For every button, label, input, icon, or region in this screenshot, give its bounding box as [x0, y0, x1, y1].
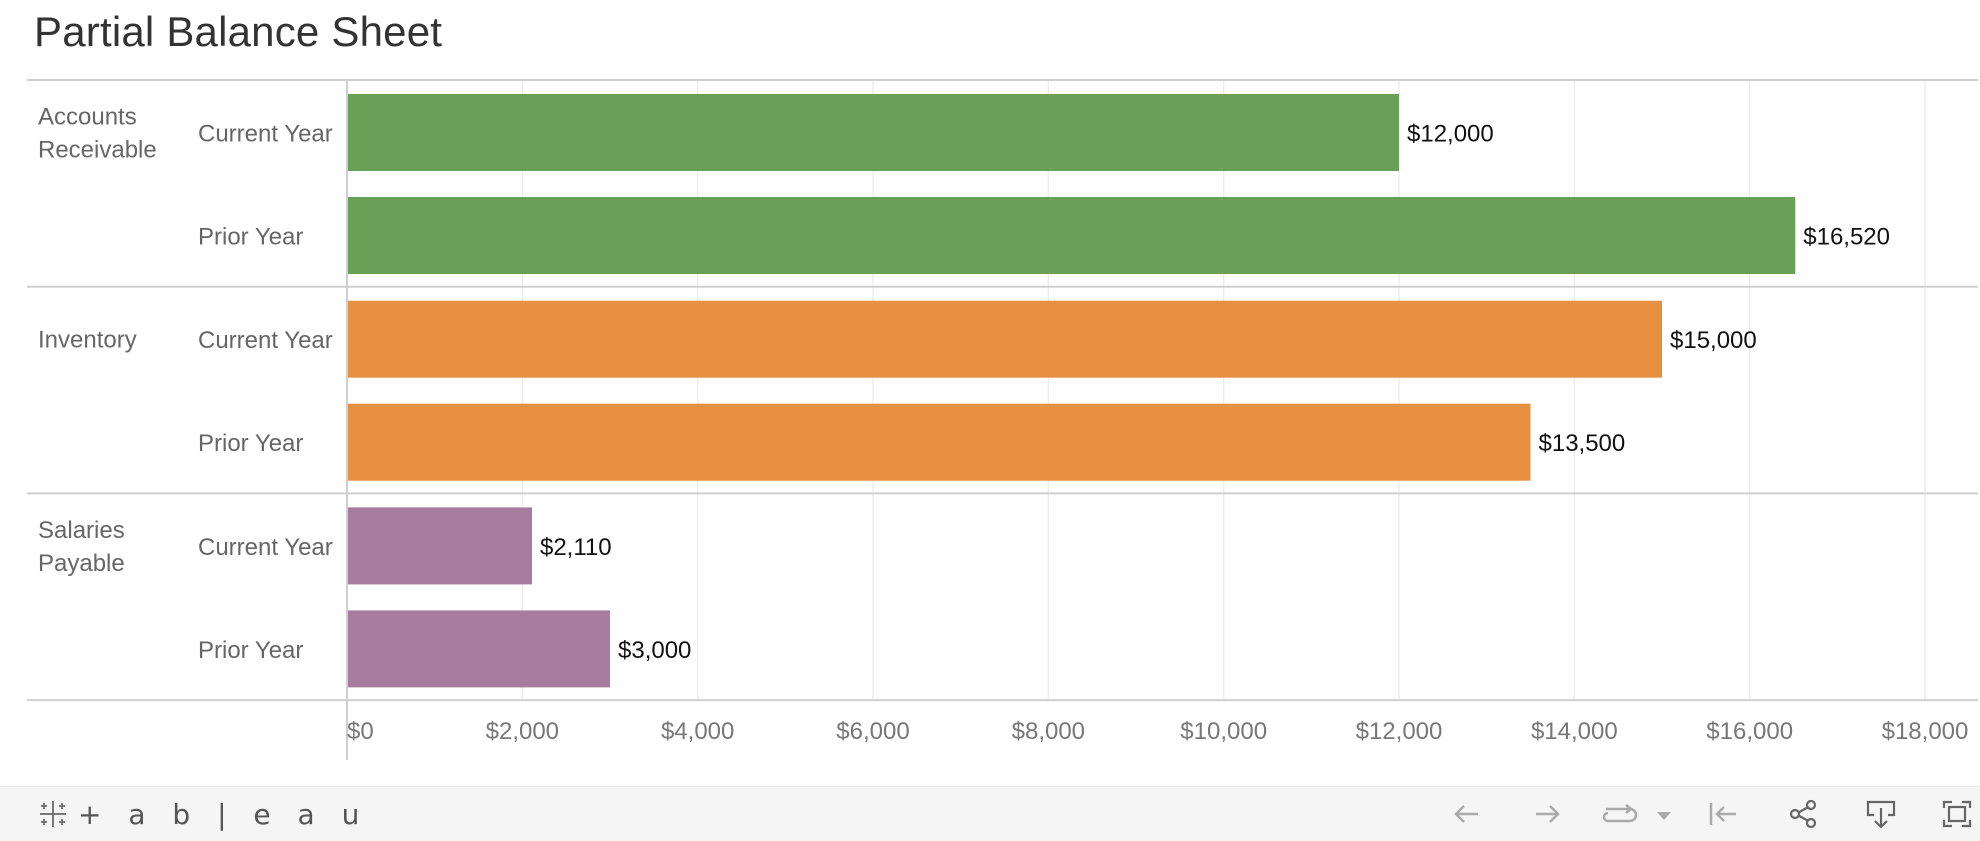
undo-button[interactable] [1450, 797, 1484, 831]
bar-chart: Accounts Receivable Current Year $12,000 Pri… [27, 79, 1978, 760]
tableau-toolbar: + a b | e a u [0, 786, 1980, 841]
data-label: $16,520 [1803, 224, 1890, 251]
x-tick-label: $6,000 [836, 718, 909, 745]
data-label: $15,000 [1670, 327, 1757, 354]
share-icon [1789, 799, 1817, 829]
bar [347, 403, 1531, 481]
data-label: $2,110 [540, 534, 612, 561]
tableau-logo[interactable]: + a b | e a u [36, 797, 368, 831]
x-tick-label: $16,000 [1706, 718, 1793, 745]
row-label: Current Year [198, 327, 333, 354]
tableau-logo-icon [40, 801, 66, 827]
category-label: Salaries [38, 517, 125, 544]
reset-icon [1709, 803, 1736, 825]
row-label: Current Year [198, 534, 333, 561]
undo-icon [1454, 805, 1478, 823]
x-tick-label: $2,000 [486, 718, 559, 745]
row-label: Prior Year [198, 637, 303, 664]
category-label: Accounts [38, 104, 137, 131]
dropdown-arrow-icon [1657, 812, 1671, 820]
category-label: Receivable [38, 137, 157, 164]
redo-button[interactable] [1530, 797, 1564, 831]
bar [347, 94, 1399, 171]
redo-icon [1536, 805, 1560, 823]
row-label: Current Year [198, 121, 333, 148]
revert-button[interactable] [1600, 797, 1640, 831]
category-label: Inventory [38, 327, 137, 354]
category-label: Payable [38, 550, 125, 577]
share-button[interactable] [1786, 797, 1820, 831]
fullscreen-icon [1942, 800, 1972, 828]
x-tick-label: $14,000 [1531, 718, 1618, 745]
row-label: Prior Year [198, 224, 303, 251]
revert-dropdown[interactable] [1654, 797, 1674, 831]
x-tick-label: $10,000 [1180, 718, 1267, 745]
x-tick-label: $12,000 [1356, 718, 1443, 745]
data-label: $3,000 [618, 637, 691, 664]
row-label: Prior Year [198, 430, 303, 457]
x-tick-label: $0 [347, 718, 374, 745]
x-tick-label: $4,000 [661, 718, 734, 745]
chart-title: Partial Balance Sheet [34, 8, 443, 55]
tableau-wordmark: + a b | e a u [78, 797, 369, 831]
x-tick-label: $8,000 [1012, 718, 1085, 745]
reset-button[interactable] [1706, 797, 1740, 831]
x-tick-label: $18,000 [1882, 718, 1969, 745]
data-label: $12,000 [1407, 121, 1494, 148]
bar [347, 197, 1796, 274]
download-icon [1866, 800, 1896, 829]
revert-icon [1602, 804, 1638, 823]
bar [347, 300, 1662, 378]
fullscreen-button[interactable] [1940, 797, 1974, 831]
download-button[interactable] [1864, 797, 1898, 831]
bar [347, 507, 532, 585]
data-label: $13,500 [1539, 430, 1626, 457]
bar [347, 610, 610, 688]
